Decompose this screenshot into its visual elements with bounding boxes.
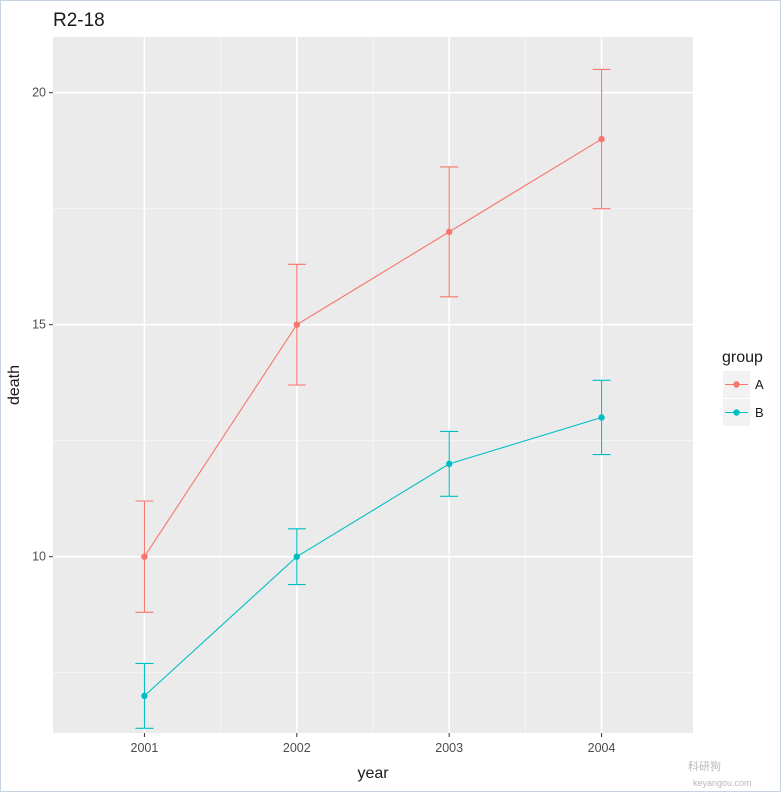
y-tick-label: 10 — [32, 550, 46, 564]
data-point — [293, 321, 301, 328]
watermark-text: 科研狗 — [688, 759, 721, 773]
x-tick-label: 2001 — [131, 741, 159, 755]
y-axis: 10 15 20 — [32, 86, 53, 564]
chart-title: R2-18 — [53, 10, 105, 31]
series-line-B — [144, 416, 602, 697]
watermark: 科研狗 keyangou.com — [688, 759, 752, 788]
y-axis-title: death — [6, 365, 23, 405]
x-axis: 2001 2002 2003 2004 — [131, 733, 616, 755]
x-axis-title: year — [357, 765, 389, 782]
series-line-A — [143, 138, 602, 557]
y-tick-label: 15 — [32, 318, 46, 332]
x-tick-label: 2002 — [283, 741, 311, 755]
data-point — [293, 553, 301, 560]
data-point — [445, 460, 453, 468]
x-tick-label: 2004 — [588, 741, 616, 755]
legend-label: A — [755, 377, 764, 392]
data-point — [598, 135, 605, 143]
data-point — [141, 692, 148, 700]
legend-label: B — [755, 405, 764, 420]
legend-title: group — [722, 349, 763, 366]
y-tick-label: 20 — [32, 86, 46, 100]
legend-key-point — [733, 409, 740, 416]
data-point — [598, 414, 605, 421]
legend: group AB — [722, 349, 764, 426]
data-point — [445, 228, 453, 236]
data-point — [141, 553, 148, 560]
watermark-subtext: keyangou.com — [693, 778, 752, 788]
x-tick-label: 2003 — [435, 741, 463, 755]
series-group — [135, 68, 611, 729]
legend-key-point — [733, 381, 740, 388]
